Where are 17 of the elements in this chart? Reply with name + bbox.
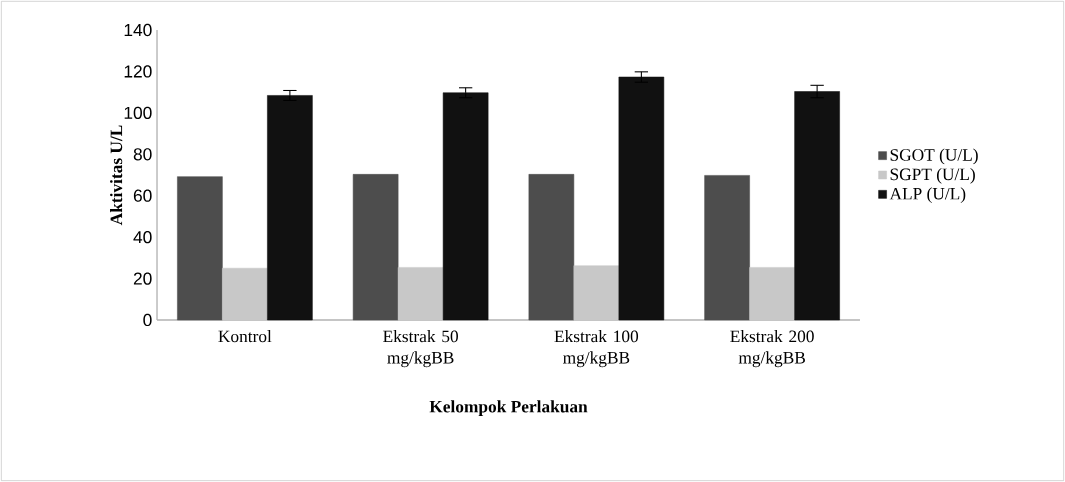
x-tick-label: Ekstrak 50 mg/kgBB	[383, 330, 458, 368]
y-tick-label: 60	[133, 189, 152, 202]
y-tick-label: 0	[143, 313, 152, 327]
legend-label: SGPT (U/L)	[890, 167, 975, 184]
legend-label: SGOT (U/L)	[890, 148, 978, 165]
y-axis-title: Aktivitas U/L	[110, 125, 123, 226]
legend-label: ALP (U/L)	[889, 187, 966, 204]
y-tick-label: 140	[124, 23, 152, 37]
x-axis-title: Kelompok Perlakuan	[429, 400, 588, 416]
y-tick-label: 120	[124, 65, 152, 78]
y-tick-label: 40	[133, 230, 152, 244]
x-tick-label: Ekstrak 200 mg/kgBB	[730, 330, 814, 368]
x-tick-label: Kontrol	[218, 330, 272, 343]
y-tick-label: 100	[124, 106, 152, 119]
x-tick-label: Ekstrak 100 mg/kgBB	[554, 330, 639, 368]
y-tick-label: 80	[133, 148, 152, 161]
y-tick-label: 20	[133, 272, 152, 285]
